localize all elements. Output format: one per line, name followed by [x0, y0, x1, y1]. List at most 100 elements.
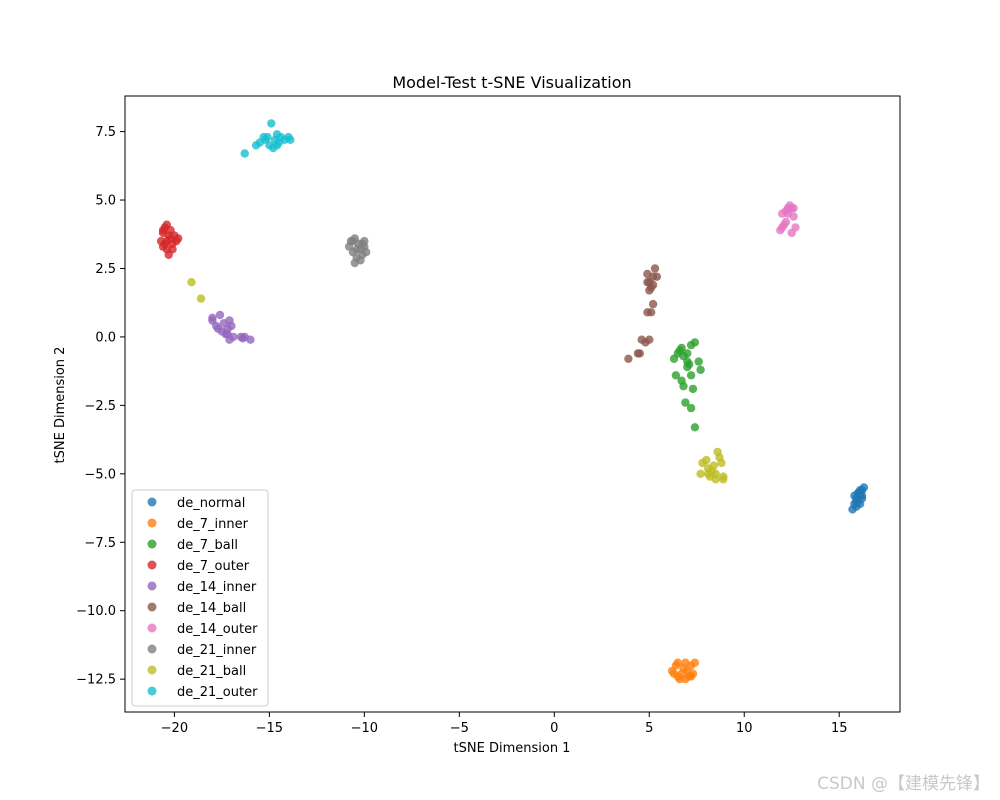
x-tick-label: 10 [736, 721, 753, 736]
point-de_21_ball-0 [187, 278, 196, 287]
series-de_7_ball [669, 338, 705, 432]
point-de_21_outer-16 [272, 141, 282, 150]
point-de_7_ball-8 [696, 365, 705, 374]
y-tick-label: −5.0 [84, 467, 116, 482]
point-de_14_outer-9 [787, 228, 796, 238]
point-de_7_ball-9 [671, 371, 681, 380]
point-de_21_outer-6 [267, 119, 276, 128]
point-de_21_inner-11 [356, 256, 365, 265]
y-axis: −12.5 −10.0 −7.5 −5.0 −2.5 0.0 2.5 5.0 7.5 [76, 125, 125, 688]
x-tick-label: −5 [450, 721, 469, 736]
legend-marker-de_21_outer [147, 686, 157, 696]
point-de_21_inner-12 [348, 236, 358, 246]
point-de_7_ball-11 [679, 382, 688, 391]
point-de_7_outer-16 [174, 234, 183, 243]
legend-marker-de_7_ball [147, 539, 157, 549]
point-de_14_ball-14 [635, 349, 644, 358]
point-de_21_ball-8 [709, 461, 718, 470]
series-de_21_ball [187, 278, 728, 484]
legend-label-de_21_outer: de_21_outer [177, 685, 258, 700]
legend-marker-de_7_inner [147, 518, 157, 528]
point-de_14_inner-17 [238, 334, 247, 343]
legend-marker-de_14_ball [147, 602, 157, 612]
point-de_14_outer-12 [789, 204, 798, 213]
point-de_14_ball-5 [652, 272, 662, 281]
point-de_21_outer-14 [286, 135, 295, 144]
point-de_21_outer-0 [240, 149, 249, 158]
point-de_14_ball-17 [648, 280, 658, 290]
point-de_14_outer-11 [778, 223, 787, 232]
y-tick-label: −10.0 [76, 604, 116, 619]
legend-marker-de_21_inner [147, 644, 157, 654]
x-tick-label: 5 [645, 721, 653, 736]
legend-box [131, 489, 269, 707]
legend-label-de_21_inner: de_21_inner [177, 643, 257, 658]
point-de_7_outer-17 [162, 236, 171, 246]
y-tick-label: 2.5 [95, 262, 116, 277]
point-de_21_ball-2 [696, 469, 705, 478]
point-de_21_ball-4 [702, 455, 711, 465]
point-de_21_inner-15 [358, 239, 367, 248]
point-de_7_inner-12 [673, 658, 682, 667]
y-tick-label: 0.0 [95, 330, 116, 345]
series-de_14_ball [624, 264, 662, 363]
x-tick-label: −15 [256, 721, 283, 736]
point-de_normal-15 [857, 491, 867, 500]
point-de_21_ball-14 [719, 475, 728, 484]
y-tick-label: −2.5 [84, 399, 116, 414]
point-de_21_ball-1 [196, 294, 206, 303]
point-de_14_ball-12 [645, 335, 654, 344]
point-de_7_ball-14 [685, 360, 694, 369]
legend-label-de_normal: de_normal [177, 496, 245, 511]
point-de_21_ball-16 [711, 475, 720, 484]
x-axis: −20 −15 −10 −5 0 5 10 15 [161, 712, 847, 736]
legend-label-de_21_ball: de_21_ball [177, 664, 246, 679]
point-de_14_ball-7 [648, 299, 658, 309]
series-de_14_outer [776, 201, 800, 238]
series-de_7_inner [667, 658, 700, 684]
point-de_14_ball-15 [624, 354, 633, 363]
plot-area [124, 95, 901, 713]
legend-marker-de_normal [147, 497, 157, 507]
point-de_7_ball-6 [690, 338, 700, 347]
point-de_14_outer-13 [783, 209, 793, 218]
legend-marker-de_14_outer [147, 623, 157, 633]
point-de_normal-13 [852, 497, 861, 506]
point-de_14_inner-14 [208, 316, 217, 325]
point-de_7_ball-15 [688, 384, 698, 394]
point-de_14_ball-9 [647, 308, 656, 317]
x-tick-label: −10 [351, 721, 378, 736]
point-de_7_ball-20 [683, 349, 692, 358]
series-de_21_outer [240, 119, 295, 158]
point-de_7_ball-17 [686, 403, 696, 413]
point-de_14_inner-2 [215, 310, 225, 320]
legend: de_normal de_7_inner de_7_ball de_7_outerde… [131, 489, 269, 707]
point-de_21_inner-9 [362, 247, 371, 257]
legend-label-de_14_inner: de_14_inner [177, 580, 257, 595]
point-de_7_inner-14 [669, 669, 679, 678]
x-tick-label: −20 [161, 721, 188, 736]
y-tick-label: −12.5 [76, 673, 116, 688]
series-de_7_outer [156, 220, 183, 259]
legend-marker-de_7_outer [147, 560, 157, 570]
point-de_21_ball-12 [717, 458, 726, 468]
point-de_21_outer-15 [263, 132, 272, 142]
point-de_7_inner-15 [686, 672, 696, 681]
series-de_normal [848, 483, 869, 514]
y-axis-label: tSNE Dimension 2 [53, 347, 68, 464]
legend-marker-de_21_ball [147, 665, 157, 675]
chart-title: Model-Test t-SNE Visualization [392, 73, 631, 92]
legend-label-de_14_outer: de_14_outer [177, 622, 258, 637]
point-de_7_ball-7 [694, 357, 703, 366]
x-axis-label: tSNE Dimension 1 [454, 741, 571, 756]
point-de_7_inner-11 [690, 658, 700, 667]
point-de_7_ball-13 [686, 371, 696, 380]
legend-label-de_14_ball: de_14_ball [177, 601, 246, 616]
legend-marker-de_14_inner [147, 581, 157, 591]
series-de_14_inner [208, 310, 255, 344]
point-de_7_ball-19 [675, 346, 684, 355]
point-de_21_ball-15 [703, 469, 713, 478]
watermark: CSDN @【建模先锋】 [817, 774, 990, 794]
point-de_14_inner-15 [213, 324, 223, 333]
